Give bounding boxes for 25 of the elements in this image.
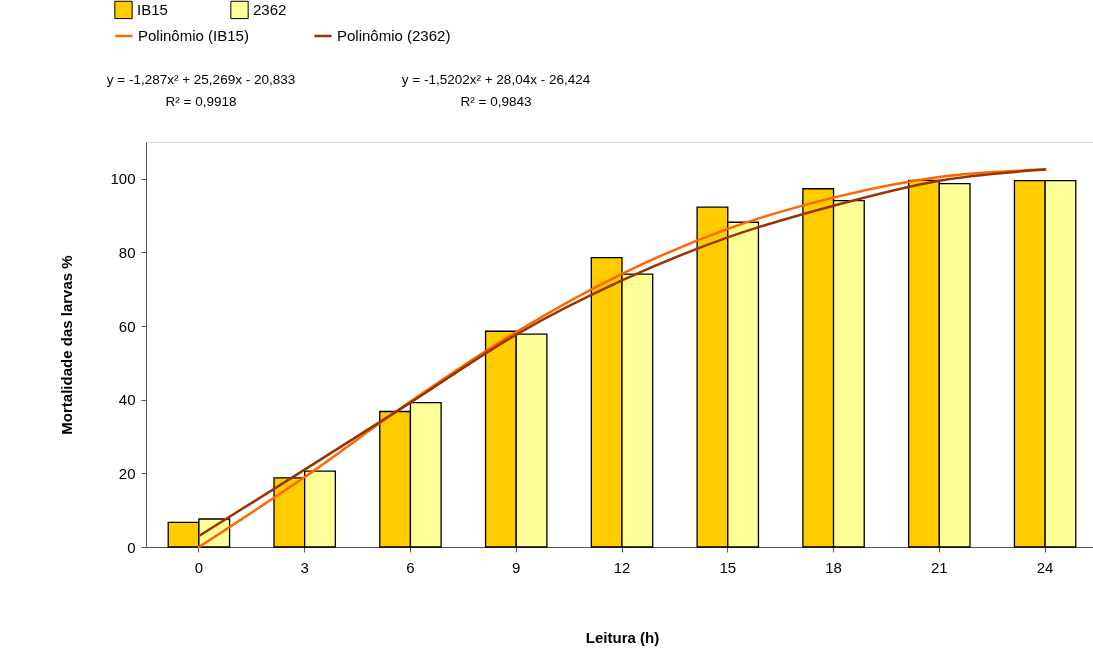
x-tick-label: 0 xyxy=(194,558,204,576)
x-tick-label: 18 xyxy=(825,558,842,576)
text: y = -1,287x² + 25,269x - 20,833 xyxy=(106,72,296,87)
y-tick-label: 0 xyxy=(127,538,136,556)
legend-label: IB15 xyxy=(137,0,168,18)
x-axis-title: Leitura (h) xyxy=(585,628,660,646)
text: y = -1,5202x² + 28,04x - 26,424 xyxy=(401,72,591,87)
x-tick-label: 15 xyxy=(719,558,737,576)
y-tick-label: 60 xyxy=(118,317,136,335)
text: R² = 0,9843 xyxy=(460,94,532,109)
legend-label: Polinômio (IB15) xyxy=(138,27,249,44)
x-tick-label: 9 xyxy=(512,558,521,576)
y-tick-label: 80 xyxy=(118,243,136,261)
y-tick-label: 20 xyxy=(118,464,136,482)
legend-label: Polinômio (2362) xyxy=(337,27,451,44)
x-tick-label: 6 xyxy=(406,558,415,576)
x-tick-label: 3 xyxy=(300,558,309,576)
legend-label: 2362 xyxy=(253,0,287,18)
y-tick-label: 40 xyxy=(118,391,136,409)
x-tick-label: 21 xyxy=(930,558,948,576)
y-tick-label: 100 xyxy=(110,170,136,188)
x-tick-label: 24 xyxy=(1036,558,1054,576)
y-axis-title: Mortalidade das larvas % xyxy=(58,255,76,435)
text: R² = 0,9918 xyxy=(165,94,237,109)
x-tick-label: 12 xyxy=(613,558,631,576)
